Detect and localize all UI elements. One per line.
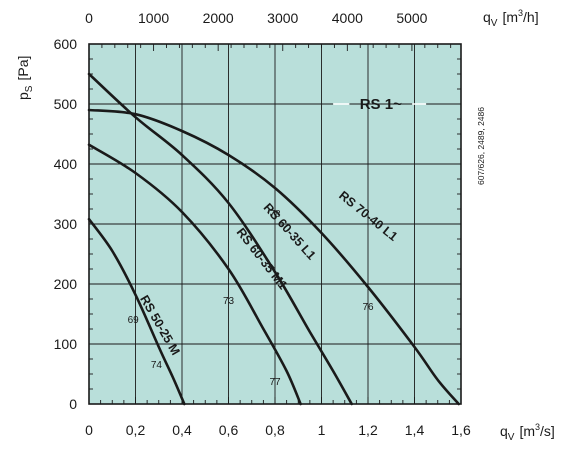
y-tick-label: 100 — [54, 336, 78, 352]
x-top-axis-label: qV [m3/h] — [483, 8, 539, 29]
x-tick-label: 0,2 — [126, 422, 146, 438]
x-tick-label: 0,4 — [172, 422, 192, 438]
x-top-tick-label: 0 — [85, 10, 93, 26]
y-axis-label-text: pS[Pa] — [15, 56, 35, 100]
x-top-tick-label: 2000 — [203, 10, 234, 26]
efficiency-label: 76 — [362, 302, 374, 313]
side-note: 607/626, 2489, 2486 — [476, 107, 486, 185]
y-tick-label: 400 — [54, 156, 78, 172]
efficiency-label: 69 — [128, 315, 140, 326]
x-tick-label: 1,4 — [405, 422, 425, 438]
efficiency-label: 74 — [151, 360, 163, 371]
x-tick-label: 0,6 — [219, 422, 239, 438]
y-tick-label: 300 — [54, 216, 78, 232]
x-tick-label: 0 — [85, 422, 93, 438]
x-tick-label: 1 — [318, 422, 326, 438]
y-tick-label: 200 — [54, 276, 78, 292]
curve-rs-50-25-m — [87, 217, 186, 406]
efficiency-label: 77 — [269, 377, 281, 388]
series-group-label: RS 1~ — [360, 96, 402, 113]
y-tick-label: 0 — [69, 396, 77, 412]
x-top-tick-label: 3000 — [267, 10, 298, 26]
curve-rs-70-40-l1 — [87, 108, 460, 406]
grid-lines — [89, 44, 461, 404]
x-top-tick-label: 5000 — [396, 10, 427, 26]
efficiency-label: 73 — [223, 296, 235, 307]
curve-rs-60-35-m1 — [87, 143, 302, 406]
fan-curves — [87, 72, 460, 406]
x-axis-label: qV [m3/s] — [500, 422, 555, 443]
y-tick-label: 500 — [54, 96, 78, 112]
x-tick-label: 1,6 — [451, 422, 471, 438]
x-top-tick-label: 4000 — [332, 10, 363, 26]
x-top-tick-label: 1000 — [138, 10, 169, 26]
axis-labels: 0 0,2 0,4 0,6 0,8 1 1,2 1,4 1,60 1000 2000 3000 4000… — [15, 8, 555, 443]
y-axis-label: pS[Pa] — [15, 56, 35, 100]
axis-ticks — [88, 43, 462, 405]
y-tick-label: 600 — [54, 36, 78, 52]
curve-rs-60-35-l1 — [87, 72, 353, 406]
x-tick-label: 0,8 — [265, 422, 285, 438]
efficiency-label: 78 — [269, 209, 281, 220]
x-tick-label: 1,2 — [358, 422, 378, 438]
